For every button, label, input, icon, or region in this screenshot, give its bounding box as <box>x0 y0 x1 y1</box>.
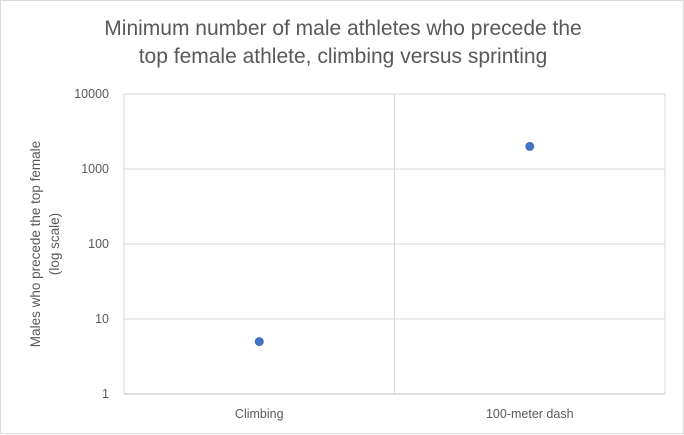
data-points <box>254 141 535 347</box>
chart-title: Minimum number of male athletes who prec… <box>1 15 684 71</box>
x-tick-label: 100-meter dash <box>486 407 574 421</box>
category-dividers <box>123 94 666 394</box>
chart-title-line-1: Minimum number of male athletes who prec… <box>104 17 582 40</box>
data-point <box>254 337 264 347</box>
x-axis-tick-labels: Climbing 100-meter dash <box>235 407 574 421</box>
y-tick-label: 1000 <box>81 162 109 176</box>
y-axis-tick-labels: 1 10 100 1000 10000 <box>74 87 109 401</box>
chart-title-line-2: top female athlete, climbing versus spri… <box>138 45 548 68</box>
y-tick-label: 10000 <box>74 87 109 101</box>
y-axis-title-line-1: Males who precede the top female <box>28 141 43 347</box>
y-tick-label: 100 <box>88 237 109 251</box>
y-tick-label: 1 <box>102 387 109 401</box>
x-tick-label: Climbing <box>235 407 284 421</box>
data-point <box>525 141 535 151</box>
y-tick-label: 10 <box>95 312 109 326</box>
y-axis-title-line-2: (log scale) <box>47 213 62 275</box>
